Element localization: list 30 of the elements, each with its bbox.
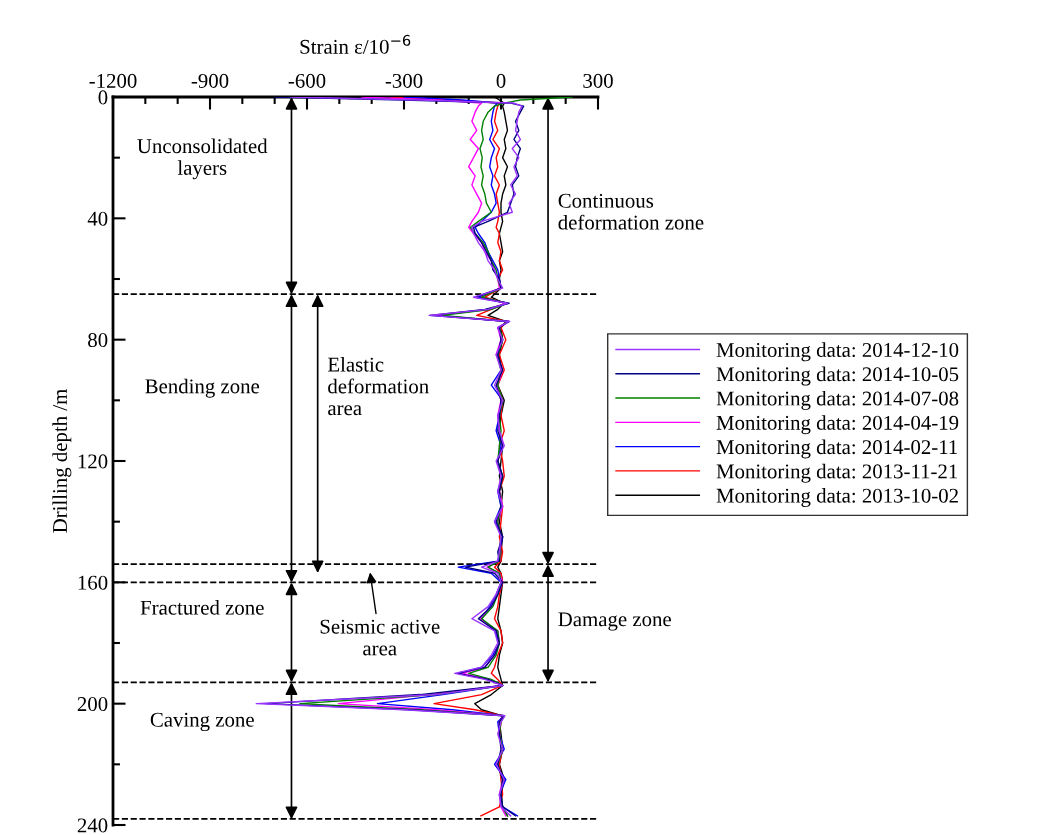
y-axis-title: Drilling depth /m [52, 388, 72, 533]
legend-label: Monitoring data: 2014-07-08 [716, 390, 959, 410]
y-tick-label: 40 [87, 211, 108, 226]
legend-label: Monitoring data: 2013-10-02 [716, 488, 958, 507]
x-tick-label: -900 [191, 73, 229, 88]
annotation: Fractured zone [140, 600, 264, 615]
y-tick-label: 200 [77, 697, 108, 712]
x-tick-label: 300 [583, 73, 613, 88]
annotation: Caving zone [150, 712, 254, 732]
x-tick-label: 0 [496, 73, 506, 88]
legend-label: Monitoring data: 2013-11-21 [716, 463, 958, 483]
y-tick-label: 160 [78, 575, 108, 590]
annotation: Elastic deformation area [327, 356, 429, 416]
annotation: Damage zone [558, 612, 671, 631]
y-tick-label: 0 [98, 90, 108, 105]
legend-label: Monitoring data: 2014-12-10 [716, 342, 959, 362]
y-tick-label: 240 [77, 818, 108, 833]
annotation: Bending zone [145, 378, 260, 398]
legend-label: Monitoring data: 2014-02-11 [716, 439, 958, 459]
y-tick-label: 80 [88, 333, 108, 348]
annotation: Continuous deformation zone [558, 193, 704, 230]
x-tick-label: -300 [385, 73, 423, 88]
annotation: Unconsolidated layers [137, 138, 268, 180]
annotation: Seismic active area [320, 619, 440, 656]
legend-label: Monitoring data: 2014-04-19 [716, 415, 959, 435]
y-tick-label: 120 [78, 454, 108, 469]
x-tick-label: -600 [288, 73, 326, 88]
legend-label: Monitoring data: 2014-10-05 [716, 366, 959, 386]
x-axis-title: Strain ε/10$^{−6}$ [300, 34, 411, 54]
x-tick-label: -1200 [89, 73, 137, 88]
